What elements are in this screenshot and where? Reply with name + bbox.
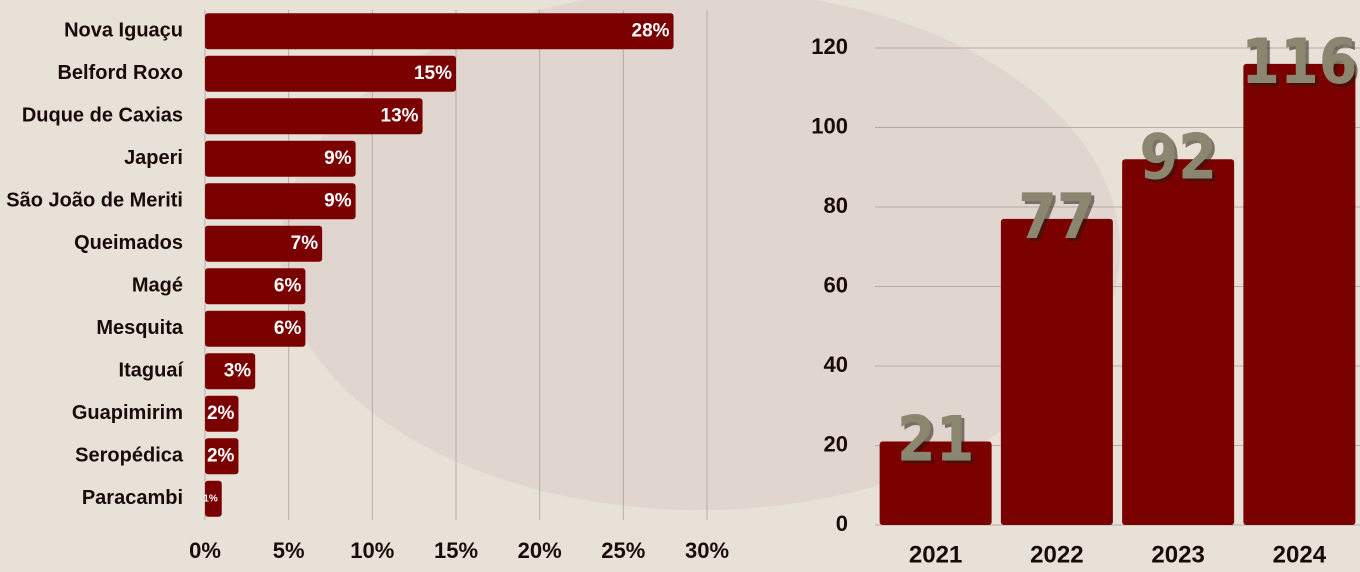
x-tick-label: 20% [518,538,562,563]
y-tick-label: 80 [824,193,848,218]
value-label: 3% [224,360,252,381]
x-tick-label: 10% [350,538,394,563]
value-label: 9% [324,148,352,169]
value-label: 6% [274,275,302,296]
chart: 0% 5% 10% 15% 20% 25% 30% Nova Iguaçu 28% Belford… [0,0,1360,572]
y-tick-label: 40 [824,352,848,377]
page: 0% 5% 10% 15% 20% 25% 30% Nova Iguaçu 28% Belford… [0,0,1360,572]
category-label: Paracambi [82,487,183,509]
value-label: 15% [414,63,452,84]
category-label: Japeri [124,147,183,169]
y-tick-label: 60 [824,272,848,297]
y-tick-label: 0 [836,511,848,536]
value-label: 28% [632,20,670,41]
value-label: 116 [1241,25,1357,98]
bar [205,13,674,49]
x-tick-label: 25% [601,538,645,563]
category-label: São João de Meriti [6,190,183,212]
category-label: Itaguaí [119,360,185,382]
value-label: 21 [897,403,975,476]
category-label: Queimados [74,232,183,254]
bar [1001,219,1113,525]
bar [1122,159,1234,525]
category-label: Nova Iguaçu [64,20,183,42]
x-tick-label: 15% [434,538,478,563]
value-label: 6% [274,318,302,339]
value-label: 92 [1139,120,1217,193]
x-tick-label: 2023 [1151,541,1204,568]
bar [1243,64,1355,525]
value-label: 9% [324,190,352,211]
value-label: 2% [207,445,235,466]
category-label: Mesquita [96,317,184,339]
y-tick-label: 100 [811,113,848,138]
y-tick-label: 20 [824,431,848,456]
x-tick-label: 2024 [1273,541,1327,568]
category-label: Magé [132,275,183,297]
value-label: 1% [203,493,218,504]
category-label: Seropédica [75,445,184,467]
value-label: 13% [381,105,419,126]
x-tick-label: 0% [189,538,221,563]
x-tick-label: 30% [685,538,729,563]
x-tick-label: 2022 [1030,541,1083,568]
value-label: 2% [207,403,235,424]
value-label: 77 [1018,180,1096,253]
value-label: 7% [291,233,319,254]
y-tick-label: 120 [811,34,848,59]
x-tick-label: 5% [273,538,305,563]
category-label: Belford Roxo [57,62,183,84]
category-label: Duque de Caxias [22,105,183,127]
x-tick-label: 2021 [909,541,962,568]
category-label: Guapimirim [72,402,183,424]
